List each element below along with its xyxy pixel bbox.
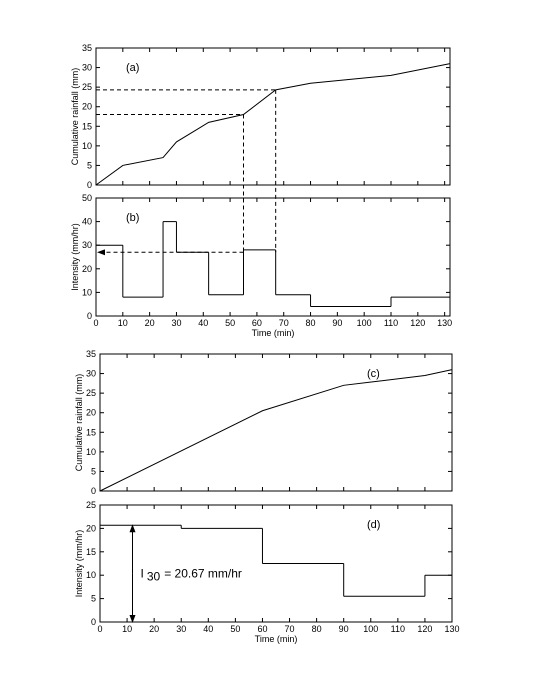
x-tick-label: 100 — [363, 624, 378, 634]
panel-label: (c) — [367, 368, 380, 380]
x-tick-label: 130 — [444, 624, 459, 634]
y-tick-label: 35 — [82, 43, 92, 53]
x-tick-label: 110 — [384, 318, 398, 328]
y-tick-label: 20 — [82, 264, 92, 274]
y-tick-label: 20 — [86, 408, 96, 418]
x-tick-label: 0 — [93, 318, 98, 328]
panel-label: (a) — [126, 62, 139, 74]
x-tick-label: 20 — [149, 624, 159, 634]
y-tick-label: 10 — [86, 570, 96, 580]
y-tick-label: 30 — [86, 369, 96, 379]
panel-label: (d) — [367, 519, 380, 531]
x-tick-label: 130 — [437, 318, 452, 328]
x-tick-label: 80 — [306, 318, 316, 328]
plot-frame — [95, 47, 451, 186]
annotation-subscript: 30 — [147, 570, 161, 584]
plot-frame — [99, 504, 453, 623]
x-tick-label: 30 — [171, 318, 181, 328]
x-tick-label: 40 — [198, 318, 208, 328]
x-tick-label: 70 — [279, 318, 289, 328]
y-tick-label: 40 — [82, 217, 92, 227]
y-tick-label: 5 — [91, 466, 96, 476]
annotation-symbol: I — [140, 567, 143, 581]
y-tick-label: 30 — [82, 240, 92, 250]
x-tick-label: 60 — [252, 318, 262, 328]
y-tick-label: 35 — [86, 349, 96, 359]
x-tick-label: 10 — [122, 624, 132, 634]
y-tick-label: 25 — [86, 388, 96, 398]
annotation-text: = 20.67 mm/hr — [164, 567, 242, 581]
x-tick-label: 0 — [97, 624, 102, 634]
x-tick-label: 10 — [118, 318, 128, 328]
y-tick-label: 0 — [87, 180, 92, 190]
y-tick-label: 15 — [86, 547, 96, 557]
rainfall-line — [95, 63, 451, 186]
x-tick-label: 70 — [285, 624, 295, 634]
x-tick-label: 100 — [357, 318, 372, 328]
y-tick-label: 20 — [82, 102, 92, 112]
x-tick-label: 120 — [417, 624, 432, 634]
x-tick-label: 80 — [312, 624, 322, 634]
x-tick-label: 120 — [410, 318, 425, 328]
x-tick-label: 30 — [176, 624, 186, 634]
y-axis-label: Cumulative rainfall (mm) — [74, 374, 84, 472]
y-axis-label: Intensity (mm/hr) — [70, 223, 80, 291]
y-axis-label: Intensity (mm/hr) — [74, 530, 84, 598]
y-tick-label: 10 — [82, 141, 92, 151]
x-tick-label: 40 — [203, 624, 213, 634]
x-axis-label: Time (min) — [255, 634, 298, 644]
y-tick-label: 30 — [82, 63, 92, 73]
y-axis-label: Cumulative rainfall (mm) — [70, 68, 80, 166]
x-tick-label: 90 — [332, 318, 342, 328]
y-tick-label: 25 — [82, 82, 92, 92]
y-tick-label: 0 — [91, 486, 96, 496]
x-tick-label: 50 — [225, 318, 235, 328]
panel-label: (b) — [126, 212, 139, 224]
y-tick-label: 10 — [86, 447, 96, 457]
annotation: I 30 = 20.67 mm/hr — [140, 567, 241, 584]
x-tick-label: 50 — [230, 624, 240, 634]
plot-frame — [99, 353, 453, 492]
y-tick-label: 25 — [86, 500, 96, 510]
y-tick-label: 15 — [82, 121, 92, 131]
y-tick-label: 50 — [82, 193, 92, 203]
plot-frame — [95, 197, 451, 317]
x-axis-label: Time (min) — [252, 328, 295, 338]
y-tick-label: 15 — [86, 427, 96, 437]
y-tick-label: 10 — [82, 287, 92, 297]
x-tick-label: 60 — [257, 624, 267, 634]
y-tick-label: 20 — [86, 523, 96, 533]
x-tick-label: 90 — [339, 624, 349, 634]
y-tick-label: 0 — [87, 311, 92, 321]
y-tick-label: 5 — [91, 594, 96, 604]
y-tick-label: 5 — [87, 160, 92, 170]
x-tick-label: 110 — [391, 624, 405, 634]
y-tick-label: 0 — [91, 617, 96, 627]
x-tick-label: 20 — [145, 318, 155, 328]
rainfall-line — [99, 369, 453, 492]
